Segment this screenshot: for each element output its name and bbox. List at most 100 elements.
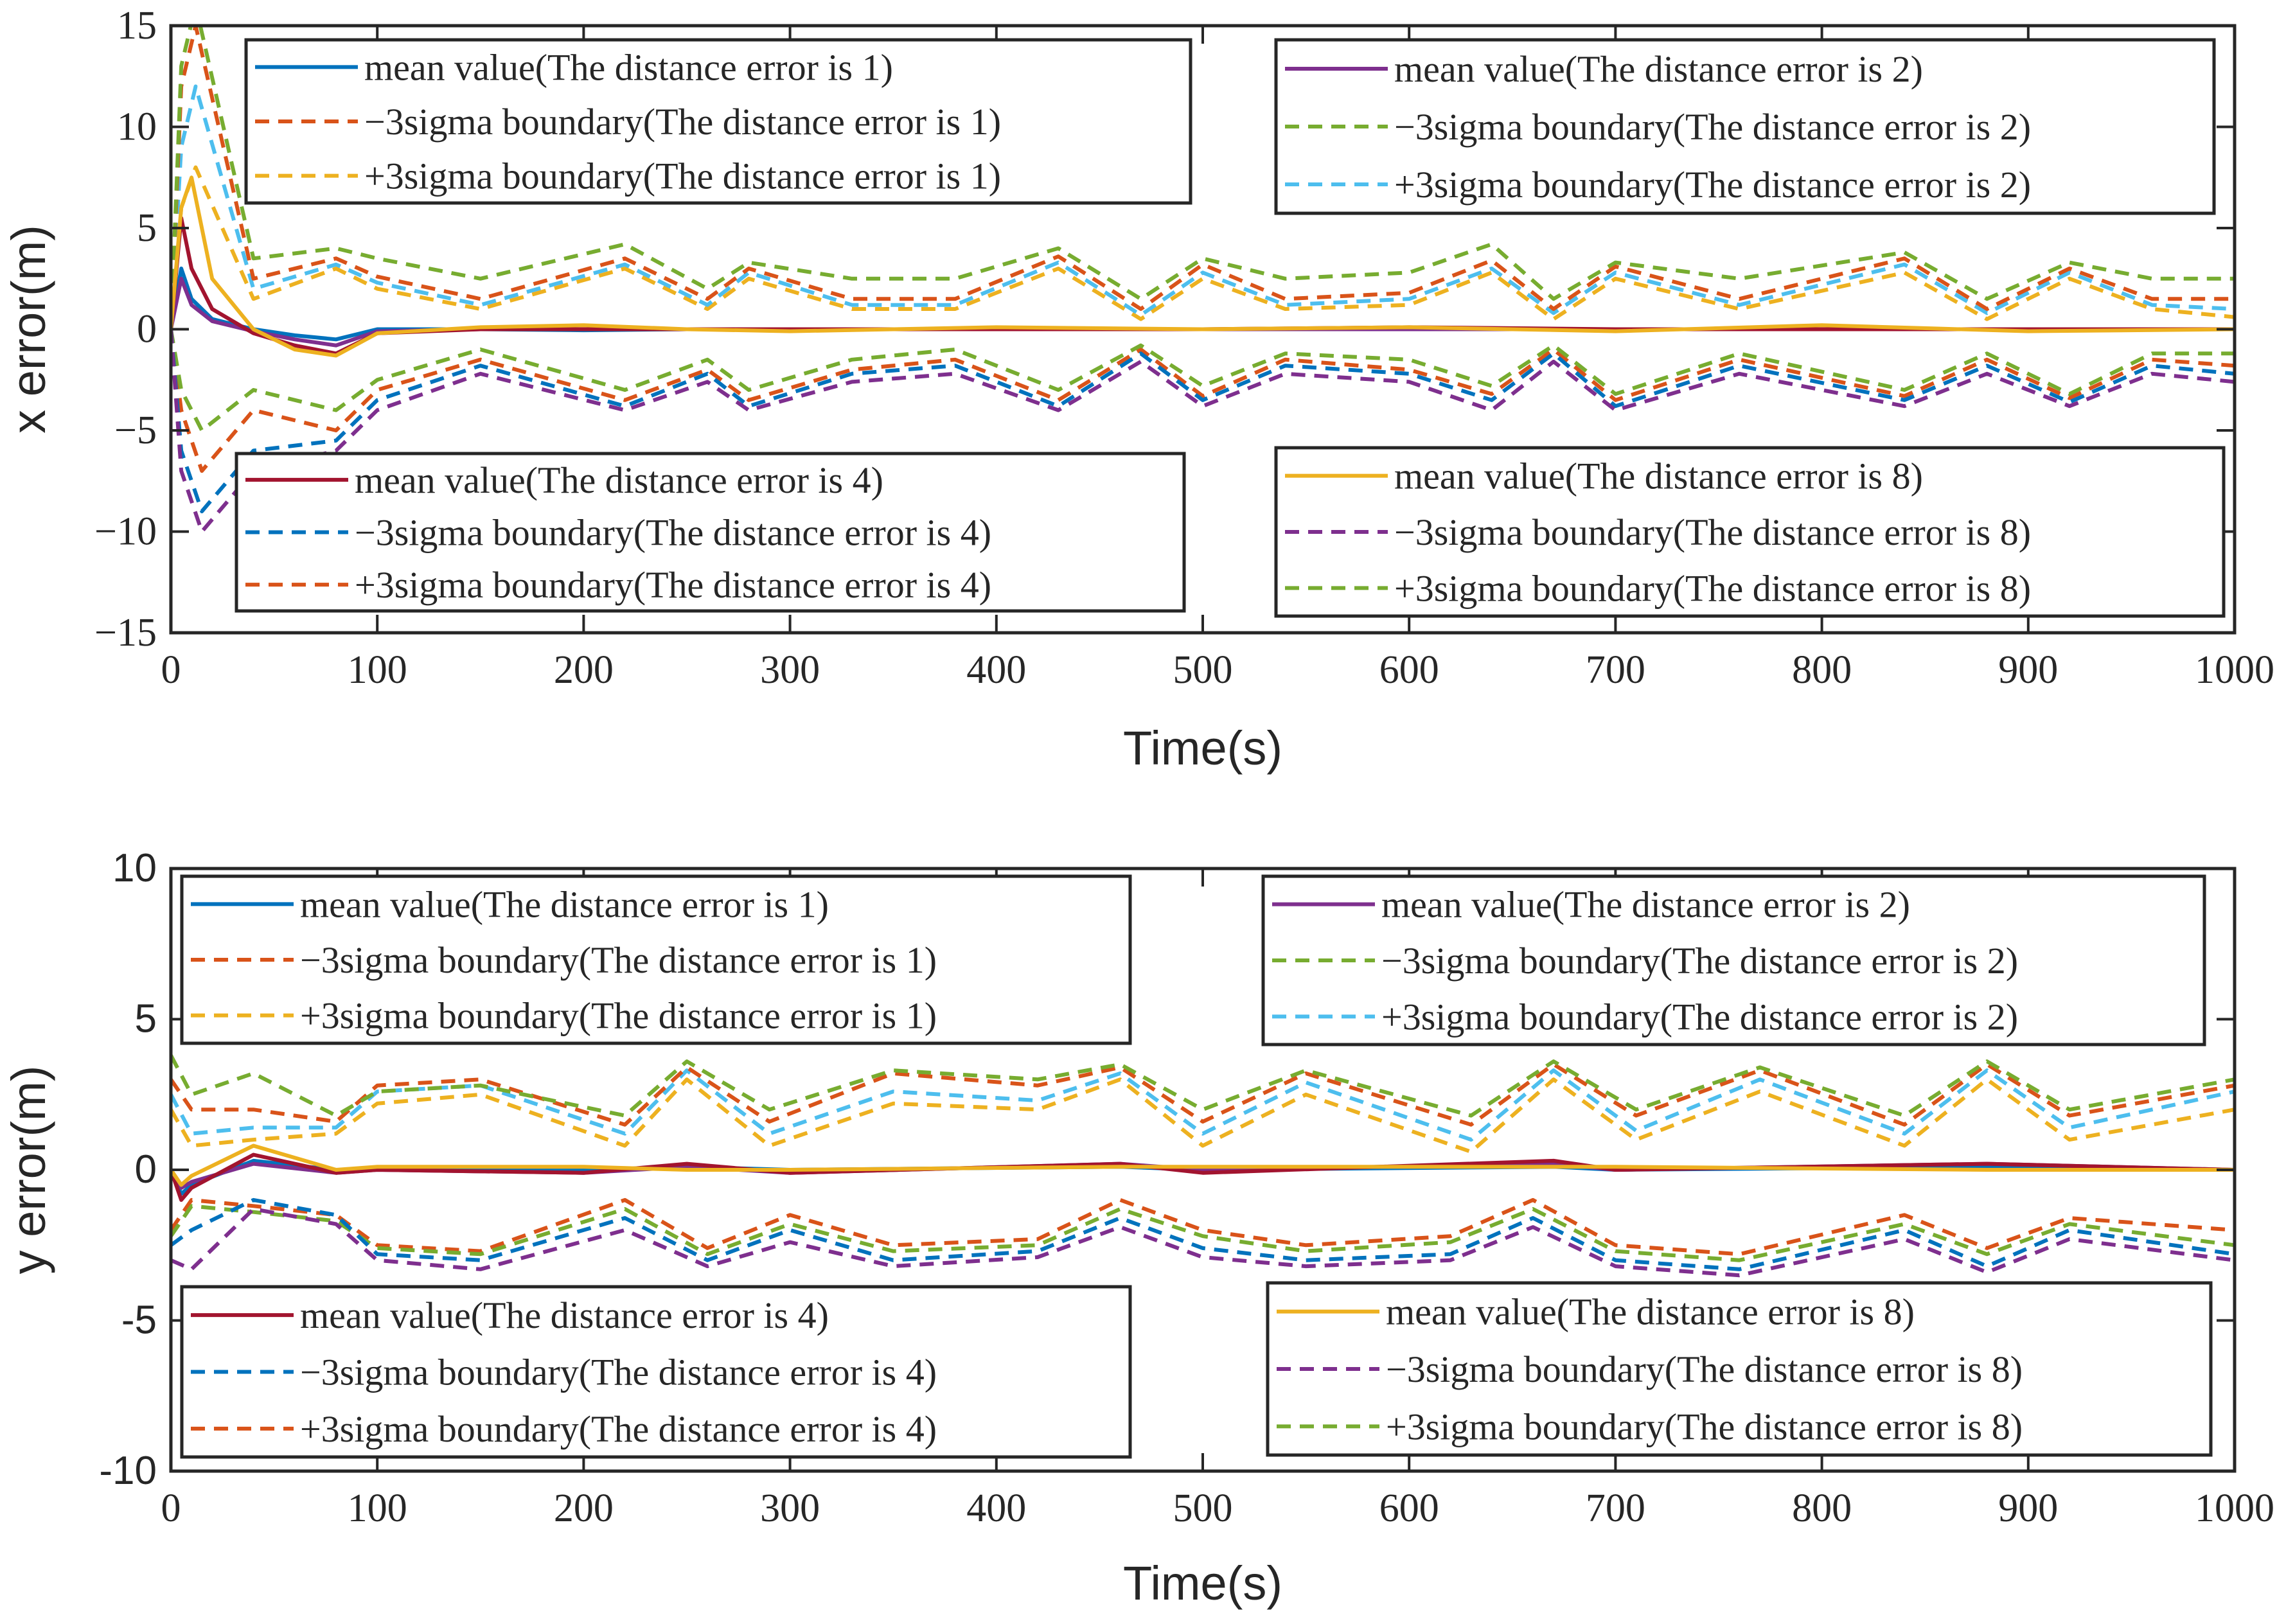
x-series-line	[171, 165, 2235, 330]
y-series-line	[171, 1204, 2235, 1262]
legend-label: −3sigma boundary(The distance error is 4…	[355, 512, 991, 554]
x-ytick-label: 5	[137, 206, 157, 250]
y-ytick-label: -5	[121, 1298, 157, 1343]
y-series-line	[171, 1077, 2235, 1154]
x-ytick-label: 15	[117, 4, 157, 48]
legend-label: −3sigma boundary(The distance error is 2…	[1381, 940, 2018, 982]
y-xlabel: Time(s)	[1123, 1557, 1282, 1610]
x-xtick-label: 1000	[2195, 648, 2274, 692]
y-xtick-label: 900	[1998, 1487, 2058, 1530]
x-legend-bottom-left: mean value(The distance error is 4) −3sig…	[235, 452, 1186, 613]
legend-label: +3sigma boundary(The distance error is 4…	[355, 564, 991, 606]
legend-label: mean value(The distance error is 8)	[1394, 455, 1923, 497]
legend-label: −3sigma boundary(The distance error is 8…	[1386, 1348, 2023, 1390]
y-series-line	[171, 1152, 2235, 1202]
x-ytick-label: −10	[94, 510, 157, 554]
legend-box	[244, 38, 1192, 205]
x-ytick-label: 0	[137, 308, 157, 351]
y-ytick-label: 10	[112, 846, 157, 890]
y-legend-bottom-right: mean value(The distance error is 8) −3sig…	[1266, 1281, 2213, 1457]
y-series-line	[171, 1062, 2235, 1127]
x-series-line	[171, 329, 2235, 513]
legend-box	[1261, 874, 2206, 1046]
y-xtick-label: 0	[161, 1487, 181, 1530]
y-legend-bottom-left: mean value(The distance error is 4) −3sig…	[180, 1285, 1132, 1459]
legend-label: +3sigma boundary(The distance error is 8…	[1386, 1406, 2023, 1447]
legend-label: +3sigma boundary(The distance error is 1…	[300, 995, 937, 1037]
legend-box	[180, 1285, 1132, 1459]
legend-label: +3sigma boundary(The distance error is 4…	[300, 1408, 937, 1450]
x-series-line	[171, 328, 2235, 432]
legend-label: −3sigma boundary(The distance error is 1…	[364, 101, 1001, 143]
x-xtick-label: 600	[1379, 648, 1439, 692]
x-series-line	[171, 84, 2235, 330]
legend-label: +3sigma boundary(The distance error is 2…	[1394, 164, 2031, 206]
x-series-line	[171, 26, 2235, 330]
x-xtick-label: 0	[161, 648, 181, 692]
legend-box	[1274, 38, 2216, 215]
x-ytick-label: 10	[117, 105, 157, 149]
x-ylabel: x error(m)	[2, 225, 55, 434]
x-xtick-label: 400	[966, 648, 1026, 692]
x-series-line	[171, 329, 2235, 473]
y-legend-top-right: mean value(The distance error is 2) −3sig…	[1261, 874, 2206, 1046]
y-series-line	[171, 1197, 2235, 1271]
x-series-line	[171, 26, 2235, 330]
y-xtick-label: 1000	[2195, 1487, 2274, 1530]
x-series-line	[171, 216, 2235, 356]
y-series-line	[171, 1054, 2235, 1118]
x-series-line	[171, 276, 2235, 348]
x-xtick-label: 200	[554, 648, 614, 692]
x-legend-bottom-right: mean value(The distance error is 8) −3sig…	[1274, 446, 2226, 618]
x-legend-top-right: mean value(The distance error is 2) −3sig…	[1274, 38, 2216, 215]
legend-label: +3sigma boundary(The distance error is 1…	[364, 155, 1001, 197]
y-series-line	[171, 1143, 2235, 1187]
legend-box	[1266, 1281, 2213, 1457]
legend-label: −3sigma boundary(The distance error is 4…	[300, 1352, 937, 1393]
x-ytick-label: −15	[94, 611, 157, 655]
legend-label: −3sigma boundary(The distance error is 1…	[300, 939, 937, 981]
legend-label: mean value(The distance error is 1)	[364, 46, 893, 88]
legend-label: mean value(The distance error is 4)	[355, 459, 883, 501]
y-series-line	[171, 1207, 2235, 1278]
legend-label: mean value(The distance error is 2)	[1394, 48, 1923, 90]
x-xtick-label: 500	[1173, 648, 1233, 692]
y-series-group	[171, 1054, 2235, 1278]
x-legend-top-left: mean value(The distance error is 1) −3sig…	[244, 38, 1192, 205]
x-error-plot: 0 100 200 300 400 500 600 700 800 900 1000 15 10 5 0 −5…	[2, 4, 2274, 775]
y-error-plot: 0 100 200 300 400 500 600 700 800 900 1000 10 5 0 -5 -1…	[2, 846, 2274, 1610]
x-series-line	[171, 175, 2235, 358]
y-ytick-label: -10	[99, 1449, 157, 1493]
x-xtick-label: 700	[1586, 648, 1645, 692]
legend-label: −3sigma boundary(The distance error is 2…	[1394, 106, 2031, 148]
y-xtick-label: 700	[1586, 1487, 1645, 1530]
y-xtick-label: 800	[1792, 1487, 1852, 1530]
y-xtick-label: 100	[348, 1487, 407, 1530]
x-series-group	[171, 26, 2235, 534]
y-legend-top-left: mean value(The distance error is 1) −3sig…	[180, 874, 1132, 1045]
legend-box	[235, 452, 1186, 613]
legend-label: mean value(The distance error is 2)	[1381, 884, 1910, 926]
y-xtick-label: 400	[966, 1487, 1026, 1530]
x-xtick-label: 300	[760, 648, 820, 692]
y-xtick-label: 300	[760, 1487, 820, 1530]
legend-label: mean value(The distance error is 1)	[300, 883, 829, 925]
y-xtick-label: 600	[1379, 1487, 1439, 1530]
x-xtick-label: 900	[1998, 648, 2058, 692]
legend-label: +3sigma boundary(The distance error is 2…	[1381, 996, 2018, 1037]
x-xlabel: Time(s)	[1123, 721, 1282, 775]
y-ylabel: y error(m)	[2, 1066, 55, 1275]
legend-label: −3sigma boundary(The distance error is 8…	[1394, 511, 2031, 553]
y-xtick-label: 200	[554, 1487, 614, 1530]
y-ytick-label: 5	[135, 997, 157, 1041]
legend-label: mean value(The distance error is 4)	[300, 1294, 829, 1336]
x-ytick-label: −5	[114, 409, 157, 452]
y-series-line	[171, 1197, 2235, 1257]
legend-label: +3sigma boundary(The distance error is 8…	[1394, 567, 2031, 609]
legend-box	[180, 874, 1132, 1045]
y-ytick-label: 0	[135, 1147, 157, 1192]
legend-label: mean value(The distance error is 8)	[1386, 1291, 1915, 1333]
y-series-line	[171, 1068, 2235, 1142]
legend-box	[1274, 446, 2226, 618]
